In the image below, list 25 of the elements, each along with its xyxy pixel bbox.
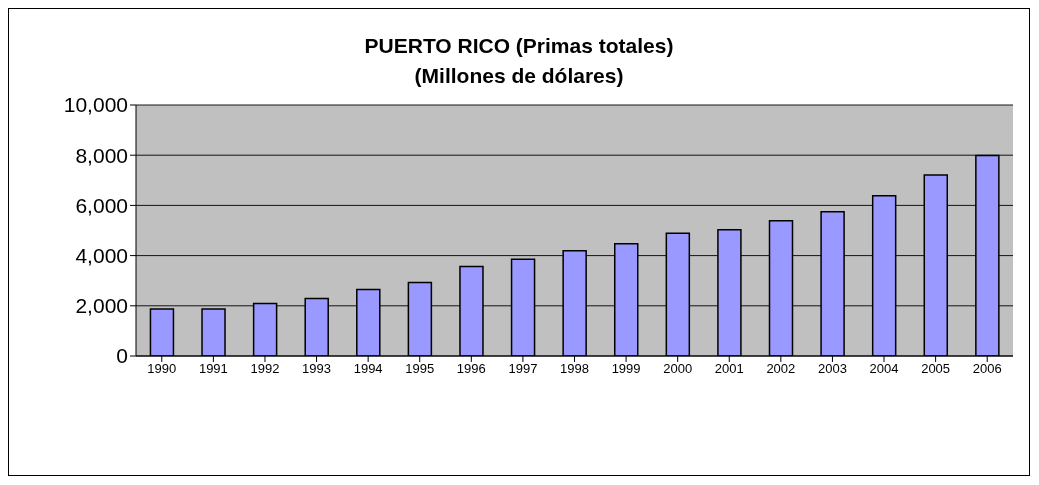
y-tick-label: 2,000	[75, 294, 128, 318]
x-tick-label: 2004	[869, 361, 899, 377]
y-tick-label: 10,000	[63, 93, 128, 117]
x-tick-label: 2000	[663, 361, 693, 377]
chart-title: PUERTO RICO (Primas totales)	[363, 33, 675, 59]
x-tick-label: 1992	[250, 361, 280, 377]
x-tick-label: 2005	[921, 361, 951, 377]
y-tick-label: 0	[116, 344, 128, 368]
y-tick-label: 8,000	[75, 143, 128, 167]
x-tick-label: 1990	[147, 361, 177, 377]
x-tick-label: 1999	[611, 361, 641, 377]
x-tick-label: 1991	[198, 361, 228, 377]
x-tick-label: 1997	[508, 361, 538, 377]
x-tick-label: 2003	[817, 361, 847, 377]
y-tick-label: 4,000	[75, 244, 128, 268]
x-tick-label: 1993	[302, 361, 332, 377]
y-tick-label: 6,000	[75, 193, 128, 217]
chart-subtitle: (Millones de dólares)	[413, 63, 625, 89]
x-tick-label: 1994	[353, 361, 383, 377]
x-tick-label: 2002	[766, 361, 796, 377]
x-tick-label: 1996	[456, 361, 486, 377]
x-tick-label: 2001	[714, 361, 744, 377]
x-tick-label: 1995	[405, 361, 435, 377]
x-tick-label: 1998	[560, 361, 589, 377]
x-tick-label: 2006	[972, 361, 1002, 377]
